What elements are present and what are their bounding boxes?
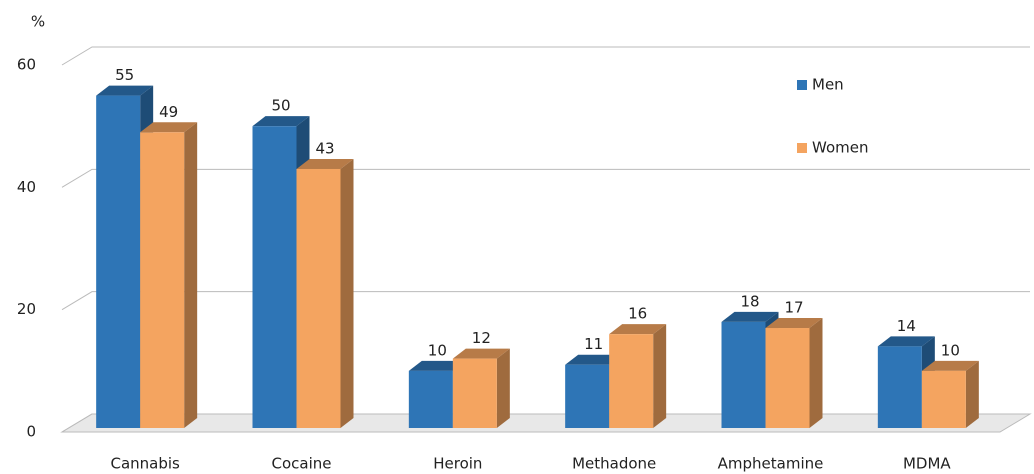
grid-line	[61, 168, 1030, 188]
value-label: 18	[740, 292, 759, 310]
value-label: 49	[159, 103, 178, 121]
bar-top	[296, 158, 354, 169]
bar-top	[565, 354, 623, 365]
bar	[408, 370, 453, 428]
x-tick-label: Methadone	[572, 455, 656, 473]
bar-top	[140, 122, 198, 133]
y-tick-label: 60	[17, 56, 36, 74]
x-tick-label: Cocaine	[272, 455, 332, 473]
bar	[296, 168, 341, 428]
bar	[252, 126, 297, 429]
legend-label: Men	[812, 76, 844, 94]
bar-side	[340, 158, 354, 428]
x-tick-label: MDMA	[903, 455, 951, 473]
bar-top	[765, 318, 823, 329]
bar-side	[496, 348, 510, 428]
x-tick-label: Cannabis	[110, 455, 180, 473]
value-label: 11	[584, 335, 603, 353]
y-tick-label: 20	[17, 300, 36, 318]
legend-label: Women	[812, 139, 868, 157]
grid-line	[61, 413, 1030, 433]
grid-line	[61, 46, 1030, 66]
y-axis-label: %	[31, 13, 45, 31]
bar	[877, 346, 922, 428]
value-label: 55	[115, 66, 134, 84]
bar	[565, 364, 610, 428]
bar	[765, 328, 810, 428]
bar-top	[408, 360, 466, 371]
bar	[140, 132, 185, 429]
grid-line	[61, 291, 1030, 311]
legend-swatch	[797, 80, 807, 90]
value-label: 14	[897, 317, 916, 335]
value-label: 43	[315, 139, 334, 157]
bar-side	[809, 318, 823, 428]
x-tick-label: Amphetamine	[718, 455, 824, 473]
bar	[721, 321, 766, 428]
bar	[609, 334, 654, 428]
bar-top	[877, 336, 935, 347]
value-label: 17	[784, 299, 803, 317]
bar-top	[96, 85, 154, 96]
value-label: 12	[472, 329, 491, 347]
bar-side	[184, 122, 198, 429]
bar-top	[921, 360, 979, 371]
bar-side	[653, 324, 667, 428]
value-label: 16	[628, 305, 647, 323]
y-tick-label: 0	[26, 423, 36, 441]
legend-swatch	[797, 143, 807, 153]
value-label: 10	[428, 341, 447, 359]
bar	[96, 95, 141, 428]
bar	[921, 370, 966, 428]
bar-top	[721, 311, 779, 322]
bar-side	[965, 360, 979, 428]
bar-top	[252, 116, 310, 127]
x-tick-label: Heroin	[433, 455, 482, 473]
bar-top	[452, 348, 510, 359]
bar	[452, 358, 497, 428]
value-label: 50	[271, 97, 290, 115]
y-tick-label: 40	[17, 178, 36, 196]
value-label: 10	[941, 341, 960, 359]
bar-top	[609, 324, 667, 335]
